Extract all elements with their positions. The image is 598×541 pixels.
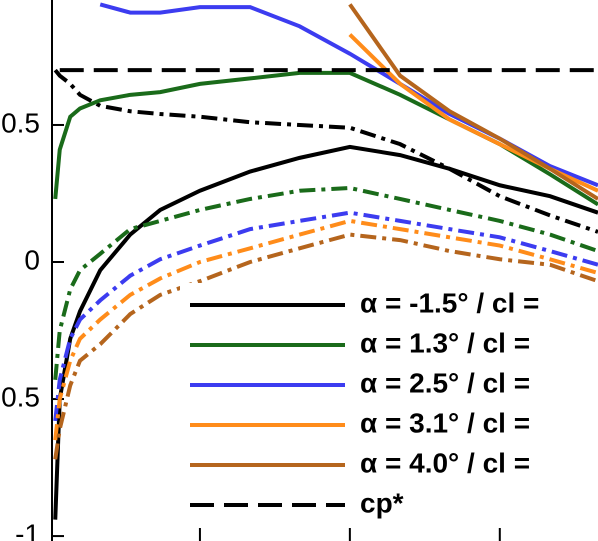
y-tick-label: 0 — [24, 244, 40, 275]
legend-label: cp* — [360, 487, 404, 518]
series-line — [53, 68, 598, 234]
series-line — [53, 185, 598, 381]
series-line — [53, 70, 598, 207]
y-tick-label: -0.5 — [0, 381, 40, 412]
legend-label: α = 4.0° / cl = — [360, 447, 530, 478]
legend: α = -1.5° / cl = α = 1.3° / cl = α = 2.5° … — [180, 283, 598, 528]
series-line — [53, 232, 598, 460]
legend-box — [180, 283, 598, 528]
series-line — [348, 3, 598, 201]
legend-label: α = -1.5° / cl = — [360, 287, 539, 318]
legend-label: α = 1.3° / cl = — [360, 327, 530, 358]
y-tick-label: -1 — [15, 518, 40, 541]
legend-label: α = 2.5° / cl = — [360, 367, 530, 398]
legend-label: α = 3.1° / cl = — [360, 407, 530, 438]
y-tick-label: 0.5 — [1, 107, 40, 138]
